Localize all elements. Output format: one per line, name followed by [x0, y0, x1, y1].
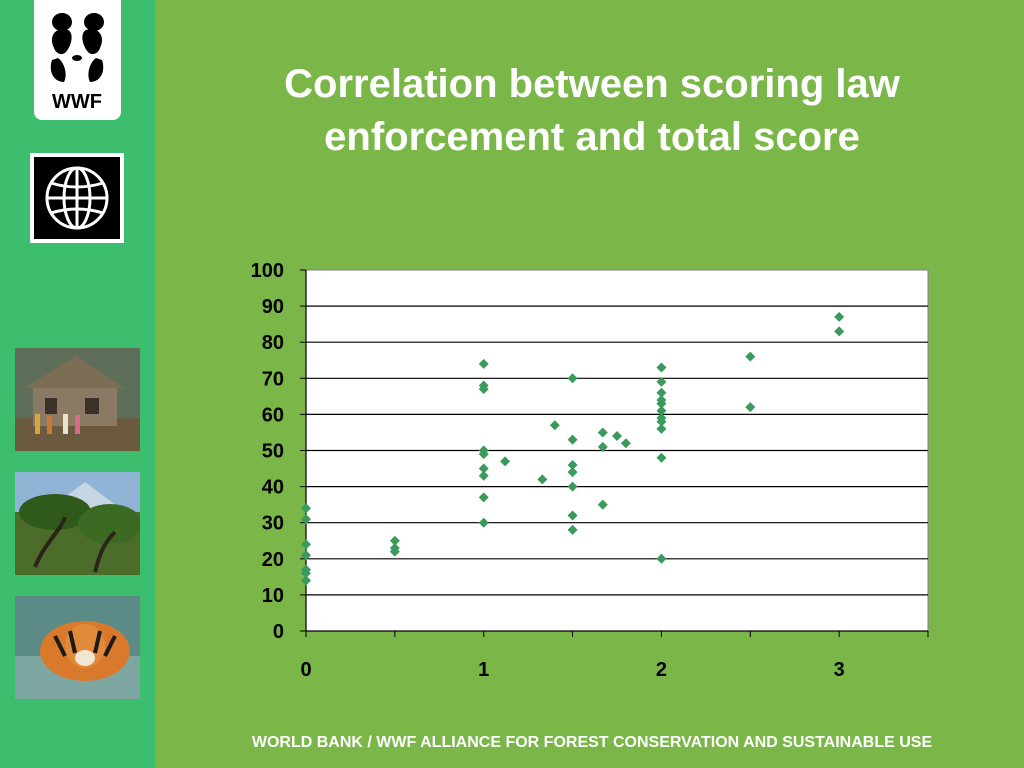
data-point	[612, 431, 622, 442]
x-tick-label: 2	[656, 659, 667, 681]
data-point	[301, 514, 311, 525]
sidebar: WWF	[0, 0, 155, 768]
data-point	[500, 456, 511, 467]
data-point	[834, 326, 845, 337]
data-point	[656, 423, 667, 434]
village-photo	[15, 348, 140, 451]
data-point	[656, 405, 667, 416]
title-line-2: enforcement and total score	[324, 115, 860, 159]
wwf-logo-text: WWF	[52, 91, 102, 113]
data-point	[656, 362, 667, 373]
tiger-photo	[15, 596, 140, 699]
data-point	[301, 575, 311, 586]
y-tick-label: 90	[262, 296, 284, 318]
y-tick-label: 10	[262, 585, 284, 607]
data-point	[567, 481, 578, 492]
data-point	[478, 517, 489, 528]
data-point	[301, 503, 311, 514]
y-tick-label: 40	[262, 477, 284, 499]
data-point	[834, 311, 845, 322]
data-point	[656, 553, 667, 564]
y-tick-label: 20	[262, 549, 284, 571]
y-tick-label: 30	[262, 513, 284, 535]
forest-photo	[15, 472, 140, 575]
data-point	[656, 387, 667, 398]
data-point	[597, 499, 608, 510]
data-point	[567, 510, 578, 521]
data-point	[656, 376, 667, 387]
y-tick-label: 70	[262, 368, 284, 390]
data-point	[567, 459, 578, 470]
data-point	[301, 550, 311, 561]
data-point	[549, 420, 560, 431]
scatter-chart: 0 10 20 30 40 50 60 70 80 90 100 0 1 2 3	[251, 260, 929, 681]
data-point	[567, 373, 578, 384]
data-point	[478, 470, 489, 481]
x-tick-label: 0	[300, 659, 311, 681]
data-point	[389, 535, 400, 546]
y-tick-label: 0	[273, 621, 284, 643]
x-tick-label: 1	[478, 659, 489, 681]
data-point	[567, 467, 578, 478]
data-point	[745, 351, 756, 362]
data-point	[656, 416, 667, 427]
data-point	[478, 384, 489, 395]
footer-text: WORLD BANK / WWF ALLIANCE FOR FOREST CON…	[251, 734, 933, 751]
y-tick-label: 60	[262, 404, 284, 426]
data-point	[478, 492, 489, 503]
data-point	[597, 427, 608, 438]
data-point	[537, 474, 548, 485]
title-line-1: Correlation between scoring law	[284, 62, 900, 106]
x-tick-label: 3	[834, 659, 845, 681]
data-point	[478, 463, 489, 474]
data-point	[656, 452, 667, 463]
data-point	[301, 539, 311, 550]
data-point	[301, 568, 311, 579]
data-point	[567, 524, 578, 535]
data-point	[567, 434, 578, 445]
y-tick-label: 80	[262, 332, 284, 354]
y-tick-label: 50	[262, 441, 284, 463]
wwf-panda-logo: WWF	[34, 0, 121, 120]
data-point	[656, 398, 667, 409]
data-point	[745, 402, 756, 413]
data-point	[478, 449, 489, 460]
data-point	[597, 441, 608, 452]
data-point	[620, 438, 631, 449]
data-point	[478, 358, 489, 369]
y-tick-label: 100	[251, 260, 284, 282]
world-bank-logo	[30, 153, 124, 243]
slide-title: Correlation between scoring law enforcem…	[160, 58, 1024, 164]
data-point	[389, 546, 400, 557]
